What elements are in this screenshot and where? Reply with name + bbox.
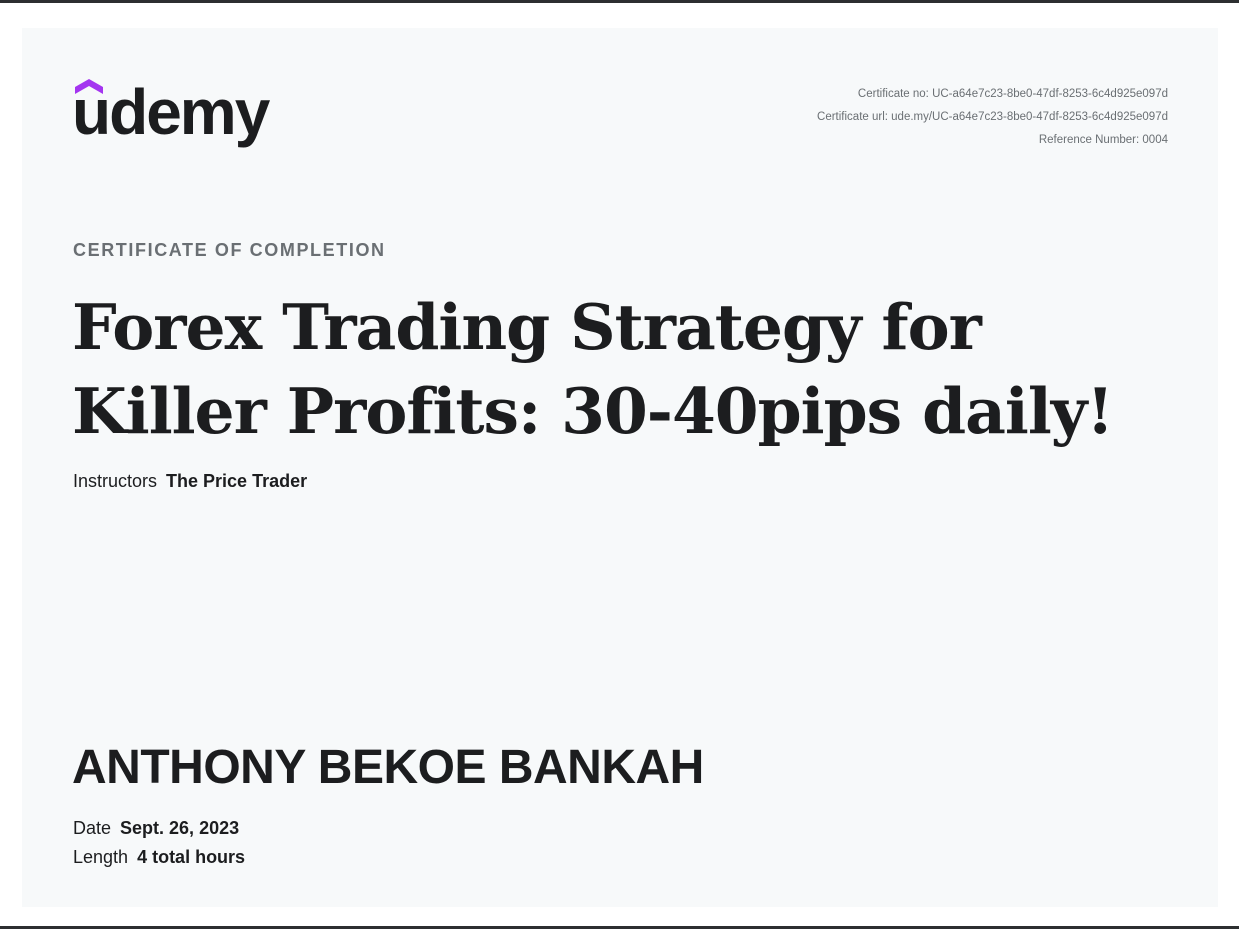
page-border-top [0,0,1239,3]
instructors-value: The Price Trader [166,471,308,491]
udemy-logo: udemy [72,76,282,156]
date-value: Sept. 26, 2023 [120,818,240,838]
certificate-url: Certificate url: ude.my/UC-a64e7c23-8be0… [817,111,1168,123]
date-label: Date [73,818,112,838]
udemy-hat-icon [75,79,103,94]
page-border-bottom [0,926,1239,929]
certificate-meta: Certificate no: UC-a64e7c23-8be0-47df-82… [817,83,1168,152]
length-label: Length [73,847,129,867]
certificate-kicker: CERTIFICATE OF COMPLETION [73,240,386,260]
length-value: 4 total hours [137,847,246,867]
length-line: Length 4 total hours [73,847,245,868]
instructors-line: Instructors The Price Trader [73,471,307,492]
date-line: Date Sept. 26, 2023 [73,818,239,839]
certificate-number: Certificate no: UC-a64e7c23-8be0-47df-82… [857,88,1168,100]
instructors-label: Instructors [73,471,158,491]
certificate: udemy Certificate no: UC-a64e7c23-8be0-4… [22,28,1218,907]
course-title: Forex Trading Strategy for Killer Profit… [72,290,1114,448]
logo-wordmark: udemy [72,76,270,148]
reference-number: Reference Number: 0004 [1038,134,1168,146]
recipient-name: ANTHONY BEKOE BANKAH [72,741,704,794]
